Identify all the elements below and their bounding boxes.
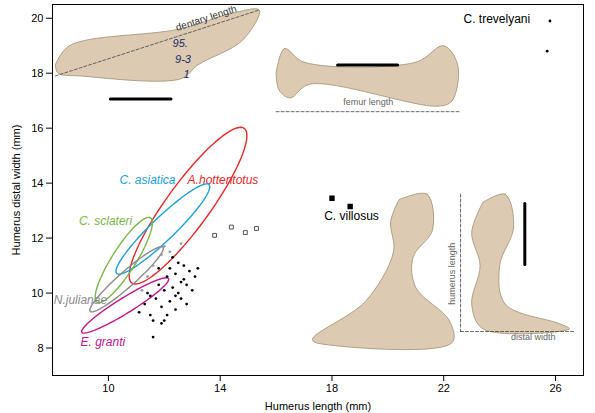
svg-text:C. sclateri: C. sclateri (79, 214, 133, 228)
svg-text:C. villosus: C. villosus (324, 209, 379, 223)
svg-text:Humerus length (mm): Humerus length (mm) (265, 400, 371, 412)
svg-text:C. asiatica: C. asiatica (120, 173, 176, 187)
svg-text:10: 10 (31, 287, 43, 299)
svg-text:18: 18 (31, 67, 43, 79)
svg-text:9-3: 9-3 (175, 53, 192, 65)
svg-text:C. trevelyani: C. trevelyani (464, 12, 531, 26)
svg-text:95.: 95. (173, 37, 188, 49)
svg-text:20: 20 (31, 12, 43, 24)
svg-text:14: 14 (214, 382, 226, 394)
svg-text:10: 10 (102, 382, 114, 394)
svg-text:18: 18 (326, 382, 338, 394)
svg-text:14: 14 (31, 177, 43, 189)
svg-text:N.julianae: N.julianae (54, 293, 108, 307)
svg-text:humerus length: humerus length (447, 243, 457, 305)
svg-text:12: 12 (31, 232, 43, 244)
svg-text:1: 1 (184, 68, 190, 80)
svg-text:26: 26 (549, 382, 561, 394)
svg-text:22: 22 (438, 382, 450, 394)
svg-text:distal width: distal width (511, 332, 556, 342)
svg-text:dentary length: dentary length (174, 3, 238, 33)
svg-text:femur length: femur length (343, 97, 393, 107)
svg-text:8: 8 (37, 342, 43, 354)
svg-text:A.hottentotus: A.hottentotus (187, 173, 259, 187)
svg-text:Humerus distal width (mm): Humerus distal width (mm) (10, 125, 22, 256)
svg-text:16: 16 (31, 122, 43, 134)
svg-text:E. granti: E. granti (80, 335, 125, 349)
